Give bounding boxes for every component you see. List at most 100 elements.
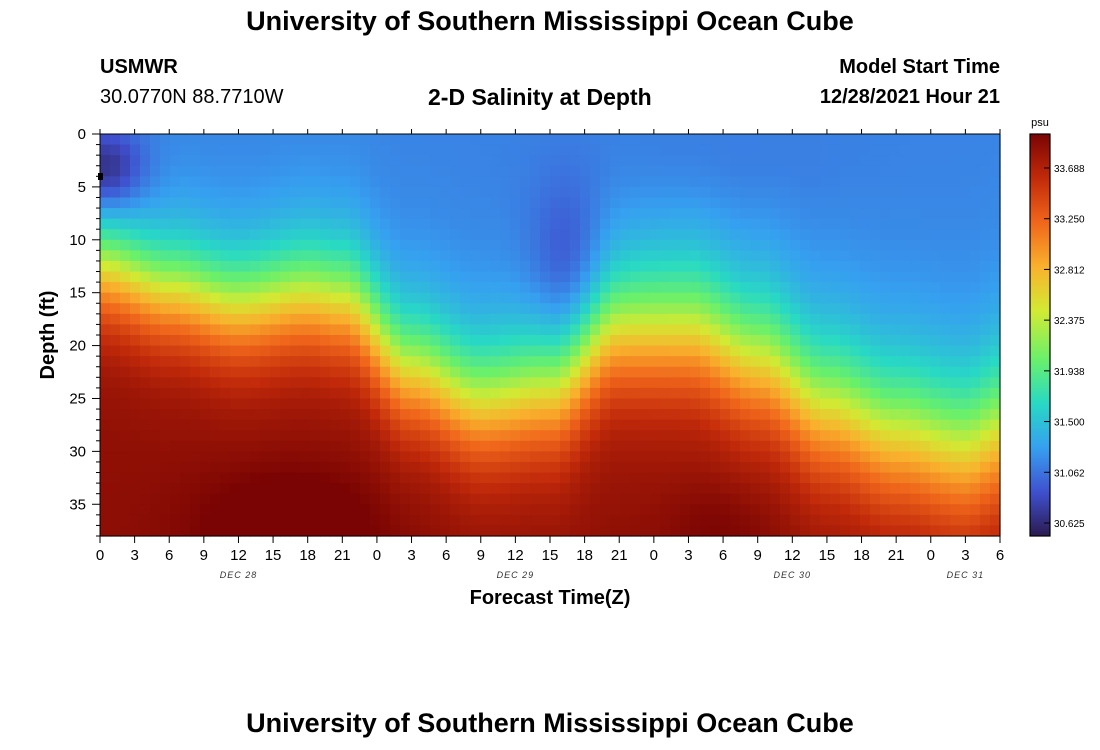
heatmap-cell (220, 292, 231, 304)
heatmap-cell (730, 419, 741, 431)
heatmap-cell (140, 387, 151, 400)
heatmap-cell (840, 483, 851, 495)
heatmap-cell (160, 271, 171, 283)
heatmap-cell (700, 335, 711, 347)
heatmap-cell (340, 440, 351, 452)
heatmap-cell (960, 229, 971, 241)
heatmap-cell (260, 409, 271, 421)
heatmap-cell (270, 345, 281, 357)
heatmap-cell (690, 282, 701, 294)
heatmap-cell (400, 387, 411, 400)
heatmap-cell (690, 176, 701, 188)
heatmap-cell (550, 493, 561, 505)
heatmap-cell (660, 504, 671, 516)
heatmap-cell (140, 165, 151, 177)
heatmap-cell (160, 345, 171, 357)
heatmap-cell (170, 461, 181, 474)
heatmap-cell (190, 398, 201, 410)
heatmap-cell (920, 419, 931, 431)
heatmap-cell (180, 345, 191, 357)
heatmap-cell (820, 250, 831, 262)
heatmap-cell (670, 504, 681, 516)
heatmap-cell (600, 292, 611, 304)
heatmap-cell (800, 461, 811, 474)
heatmap-cell (150, 197, 161, 209)
heatmap-cell (710, 366, 721, 378)
heatmap-cell (910, 409, 921, 421)
heatmap-cell (850, 144, 861, 156)
heatmap-cell (850, 197, 861, 209)
heatmap-cell (910, 514, 921, 527)
heatmap-cell (730, 377, 741, 389)
heatmap-cell (630, 525, 641, 537)
heatmap-cell (360, 525, 371, 537)
heatmap-cell (300, 292, 311, 304)
heatmap-cell (390, 282, 401, 294)
heatmap-cell (740, 430, 751, 442)
heatmap-cell (970, 155, 981, 167)
heatmap-cell (910, 398, 921, 410)
heatmap-cell (910, 525, 921, 537)
heatmap-cell (960, 260, 971, 273)
heatmap-cell (990, 303, 1001, 315)
heatmap-cell (830, 335, 841, 347)
heatmap-cell (560, 419, 571, 431)
heatmap-cell (140, 229, 151, 241)
heatmap-cell (460, 387, 471, 400)
heatmap-cell (840, 165, 851, 177)
heatmap-cell (340, 472, 351, 484)
heatmap-cell (260, 430, 271, 442)
heatmap-cell (280, 271, 291, 283)
heatmap-cell (660, 218, 671, 230)
heatmap-cell (480, 134, 491, 146)
heatmap-cell (510, 377, 521, 389)
heatmap-cell (220, 409, 231, 421)
heatmap-cell (340, 324, 351, 336)
heatmap-cell (640, 366, 651, 378)
heatmap-cell (550, 472, 561, 484)
heatmap-cell (710, 144, 721, 156)
heatmap-cell (110, 324, 121, 336)
heatmap-cell (810, 345, 821, 357)
heatmap-cell (250, 197, 261, 209)
heatmap-cell (830, 260, 841, 273)
heatmap-cell (420, 250, 431, 262)
heatmap-cell (840, 377, 851, 389)
heatmap-cell (340, 483, 351, 495)
heatmap-cell (380, 366, 391, 378)
heatmap-cell (930, 250, 941, 262)
heatmap-cell (710, 260, 721, 273)
heatmap-cell (380, 197, 391, 209)
heatmap-cell (860, 292, 871, 304)
heatmap-cell (490, 461, 501, 474)
heatmap-cell (910, 366, 921, 378)
heatmap-cell (230, 197, 241, 209)
heatmap-cell (440, 218, 451, 230)
heatmap-cell (720, 366, 731, 378)
heatmap-cell (770, 409, 781, 421)
heatmap-cell (580, 430, 591, 442)
heatmap-cell (280, 493, 291, 505)
heatmap-cell (340, 366, 351, 378)
heatmap-cell (610, 144, 621, 156)
heatmap-cell (340, 282, 351, 294)
heatmap-cell (820, 134, 831, 146)
heatmap-cell (950, 504, 961, 516)
heatmap-cell (640, 440, 651, 452)
heatmap-cell (960, 514, 971, 527)
heatmap-cell (340, 514, 351, 527)
heatmap-cell (470, 356, 481, 368)
heatmap-cell (230, 461, 241, 474)
heatmap-cell (140, 208, 151, 220)
heatmap-cell (150, 377, 161, 389)
heatmap-cell (510, 313, 521, 326)
heatmap-cell (630, 229, 641, 241)
heatmap-cell (870, 155, 881, 167)
heatmap-cell (960, 155, 971, 167)
heatmap-cell (460, 303, 471, 315)
heatmap-cell (130, 208, 141, 220)
heatmap-cell (870, 186, 881, 199)
heatmap-cell (550, 461, 561, 474)
heatmap-cell (400, 250, 411, 262)
heatmap-cell (560, 134, 571, 146)
